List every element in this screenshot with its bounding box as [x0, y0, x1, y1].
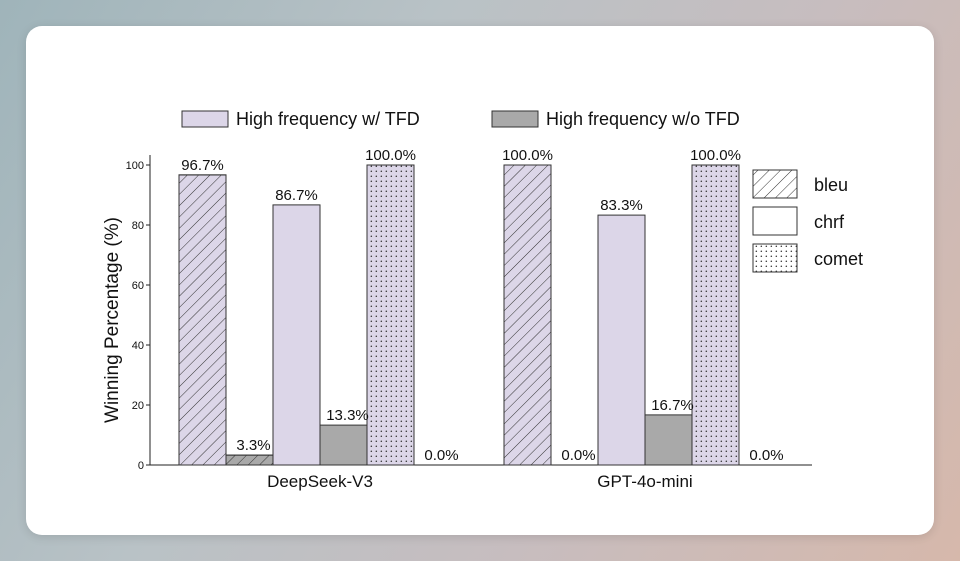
- legend-swatch-with-tfd: [181, 110, 229, 128]
- y-tick-label: 0: [138, 460, 144, 472]
- data-label: 0.0%: [424, 447, 458, 464]
- y-tick-label: 40: [132, 340, 144, 352]
- bar-deepseek-v3-bleu-with-tfd-pattern: [178, 174, 227, 466]
- data-label: 100.0%: [365, 147, 416, 164]
- data-label: 0.0%: [561, 447, 595, 464]
- metric-legend-pattern-comet: [752, 243, 798, 273]
- metric-legend-swatch-chrf: [752, 206, 798, 236]
- data-label: 86.7%: [275, 187, 318, 204]
- bar-deepseek-v3-comet-with-tfd-pattern: [366, 164, 415, 466]
- bar-deepseek-v3-bleu-without-tfd-pattern: [225, 454, 274, 466]
- data-label: 13.3%: [326, 407, 369, 424]
- metric-legend-label-comet: comet: [814, 249, 863, 269]
- bar-gpt-4o-mini-bleu-with-tfd-pattern: [503, 164, 552, 466]
- y-tick-label: 80: [132, 220, 144, 232]
- bar-gpt-4o-mini-chrf-without-tfd: [644, 414, 693, 466]
- bar-deepseek-v3-chrf-without-tfd: [319, 424, 368, 466]
- data-label: 3.3%: [236, 437, 270, 454]
- data-label: 96.7%: [181, 157, 224, 174]
- bar-gpt-4o-mini-comet-with-tfd-pattern: [691, 164, 740, 466]
- chart-card: [26, 26, 934, 535]
- bar-gpt-4o-mini-chrf-with-tfd: [597, 214, 646, 466]
- x-tick-label: DeepSeek-V3: [267, 472, 373, 491]
- metric-legend-label-chrf: chrf: [814, 212, 845, 232]
- x-tick-label: GPT-4o-mini: [597, 472, 692, 491]
- metric-legend-pattern-bleu: [752, 169, 798, 199]
- data-label: 100.0%: [690, 147, 741, 164]
- y-tick-label: 60: [132, 280, 144, 292]
- y-tick-label: 100: [126, 160, 144, 172]
- data-label: 16.7%: [651, 397, 694, 414]
- data-label: 100.0%: [502, 147, 553, 164]
- data-label: 0.0%: [749, 447, 783, 464]
- y-axis-label: Winning Percentage (%): [102, 217, 123, 423]
- legend-label-with-tfd: High frequency w/ TFD: [236, 109, 420, 129]
- legend-swatch-without-tfd: [491, 110, 539, 128]
- bar-deepseek-v3-chrf-with-tfd: [272, 204, 321, 466]
- metric-legend-label-bleu: bleu: [814, 175, 848, 195]
- y-tick-label: 20: [132, 400, 144, 412]
- legend-label-without-tfd: High frequency w/o TFD: [546, 109, 740, 129]
- data-label: 83.3%: [600, 197, 643, 214]
